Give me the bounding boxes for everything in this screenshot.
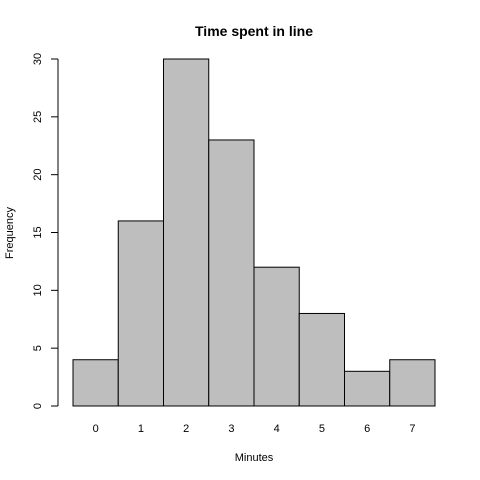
y-tick-label-15: 15	[32, 226, 44, 238]
x-tick-label-5: 5	[319, 423, 325, 435]
bar-7	[389, 359, 436, 407]
y-axis-label: Frequency	[4, 207, 16, 259]
bar-2	[163, 58, 210, 407]
bar-0	[72, 359, 119, 407]
x-tick-label-4: 4	[274, 423, 280, 435]
y-tick-label-10: 10	[32, 284, 44, 296]
y-tick-label-0: 0	[32, 403, 44, 409]
x-tick-label-3: 3	[228, 423, 234, 435]
y-axis: 0 5 10 15 20 25 30	[32, 53, 59, 409]
x-axis-label: Minutes	[235, 452, 274, 464]
bar-6	[344, 370, 391, 407]
bar-3	[208, 139, 255, 407]
y-tick-label-20: 20	[32, 169, 44, 181]
bars-layer	[72, 58, 436, 407]
x-tick-label-2: 2	[183, 423, 189, 435]
x-tick-label-6: 6	[364, 423, 370, 435]
bar-5	[298, 312, 345, 407]
x-tick-label-1: 1	[138, 423, 144, 435]
x-axis: 0 1 2 3 4 5 6 7	[93, 423, 416, 435]
bar-1	[117, 220, 164, 407]
chart-title: Time spent in line	[195, 23, 313, 39]
y-tick-label-5: 5	[32, 345, 44, 351]
bar-4	[253, 266, 300, 407]
x-tick-label-7: 7	[409, 423, 415, 435]
y-tick-label-30: 30	[32, 53, 44, 65]
x-tick-label-0: 0	[93, 423, 99, 435]
y-tick-label-25: 25	[32, 111, 44, 123]
